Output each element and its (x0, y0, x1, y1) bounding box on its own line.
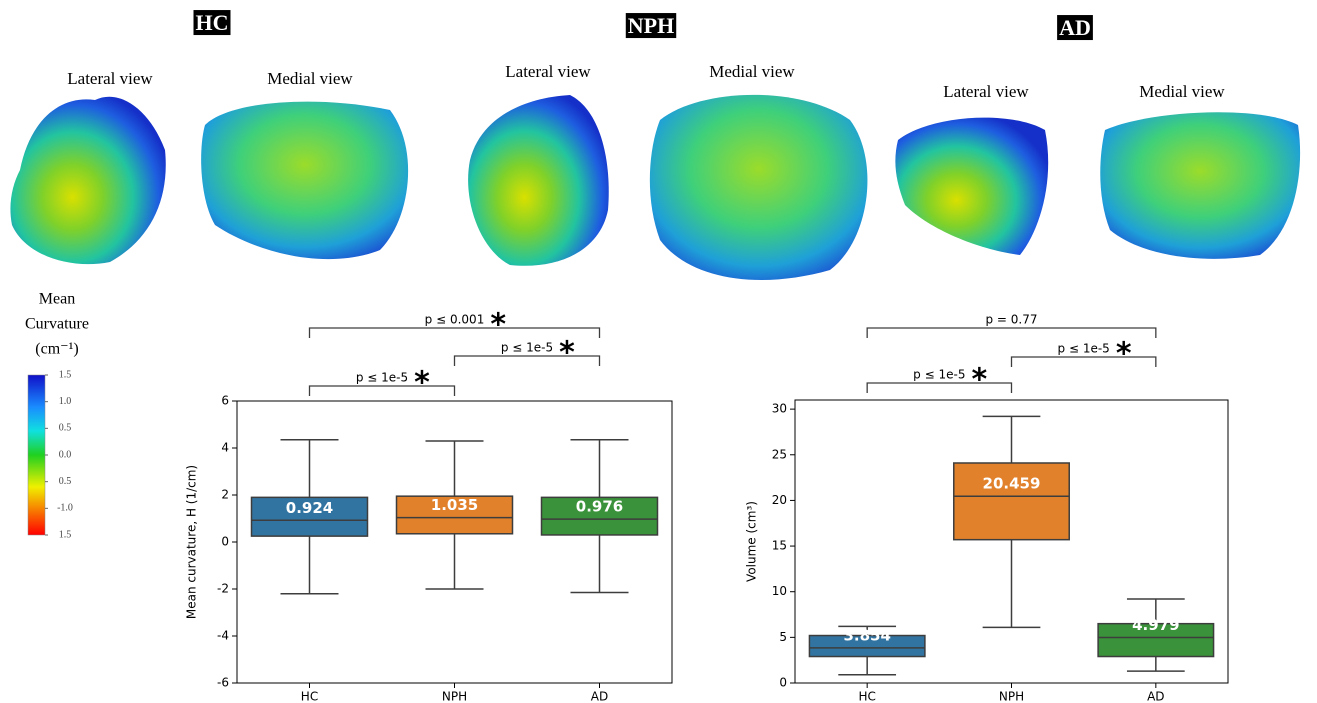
y-tick-label: 15 (772, 539, 787, 553)
p-value-label: p = 0.77 (985, 313, 1037, 327)
colorbar-title: Mean (39, 291, 75, 308)
significance-bracket (867, 383, 1011, 393)
colorbar-tick-label: 0.5 (59, 476, 72, 487)
significance-bracket (1012, 357, 1156, 367)
p-value-label: p ≤ 1e-5 (356, 371, 408, 385)
y-axis-label: Volume (cm³) (745, 501, 759, 582)
figure: HC Lateral view Medial view NPH Lateral view… (0, 0, 1317, 703)
view-label: Lateral view (505, 62, 591, 81)
hc-lateral-render (10, 97, 165, 264)
p-value-label: p ≤ 1e-5 (913, 368, 965, 382)
nph-medial-render (650, 95, 868, 280)
y-tick-label: 10 (772, 584, 787, 598)
group-title: NPH (628, 13, 674, 38)
x-tick-label: HC (301, 690, 318, 703)
view-label: Lateral view (943, 82, 1029, 101)
x-tick-label: NPH (999, 690, 1024, 703)
y-tick-label: 2 (221, 488, 229, 502)
view-label: Medial view (1139, 82, 1225, 101)
significance-bracket (867, 328, 1156, 338)
colorbar-tick-label: 0.5 (59, 423, 72, 434)
p-value-label: p ≤ 1e-5 (501, 341, 553, 355)
y-tick-label: -2 (217, 582, 229, 596)
colorbar-tick-label: 0.0 (59, 449, 72, 460)
significance-star: * (559, 336, 575, 371)
view-label: Lateral view (67, 69, 153, 88)
y-tick-label: 5 (779, 630, 787, 644)
x-tick-label: AD (1147, 690, 1164, 703)
y-tick-label: -4 (217, 629, 229, 643)
p-value-label: p ≤ 1e-5 (1058, 342, 1110, 356)
significance-bracket (310, 386, 455, 396)
significance-star: * (414, 366, 430, 401)
median-label: 0.924 (286, 499, 333, 517)
median-label: 3.854 (843, 626, 890, 644)
x-tick-label: AD (591, 690, 608, 703)
group-title: HC (196, 10, 229, 35)
x-tick-label: HC (858, 690, 875, 703)
colorbar-tick-label: -1.0 (57, 503, 73, 514)
colorbar-tick-label: 1.5 (59, 369, 72, 380)
significance-star: * (971, 363, 987, 398)
group-title: AD (1059, 15, 1091, 40)
y-tick-label: 0 (779, 676, 787, 690)
significance-star: * (1116, 337, 1132, 372)
median-label: 4.979 (1132, 616, 1179, 634)
y-tick-label: 6 (221, 394, 229, 408)
page: { "groups": [ {"title": "HC", "views": [… (0, 0, 1317, 703)
view-label: Medial view (267, 69, 353, 88)
colorbar-title: (cm⁻¹) (35, 341, 78, 358)
x-tick-label: NPH (442, 690, 467, 703)
median-label: 20.459 (983, 475, 1041, 493)
median-label: 1.035 (431, 496, 478, 514)
y-tick-label: 0 (221, 535, 229, 549)
colorbar-tick-label: 1.5 (59, 529, 72, 540)
y-tick-label: -6 (217, 676, 229, 690)
y-tick-label: 25 (772, 447, 787, 461)
y-tick-label: 4 (221, 441, 229, 455)
median-label: 0.976 (576, 498, 623, 516)
colorbar-tick-label: 1.0 (59, 396, 72, 407)
surface-renders (10, 95, 1300, 280)
significance-star: * (490, 308, 506, 343)
ad-medial-render (1100, 112, 1300, 259)
ad-lateral-render (895, 118, 1048, 255)
y-tick-label: 30 (772, 402, 787, 416)
significance-bracket (455, 356, 600, 366)
p-value-label: p ≤ 0.001 (425, 313, 485, 327)
nph-lateral-render (468, 95, 609, 266)
view-label: Medial view (709, 62, 795, 81)
y-tick-label: 20 (772, 493, 787, 507)
colorbar (28, 375, 45, 535)
colorbar-title: Curvature (25, 316, 89, 333)
significance-bracket (310, 328, 600, 338)
y-axis-label: Mean curvature, H (1/cm) (185, 465, 199, 619)
hc-medial-render (201, 102, 408, 260)
